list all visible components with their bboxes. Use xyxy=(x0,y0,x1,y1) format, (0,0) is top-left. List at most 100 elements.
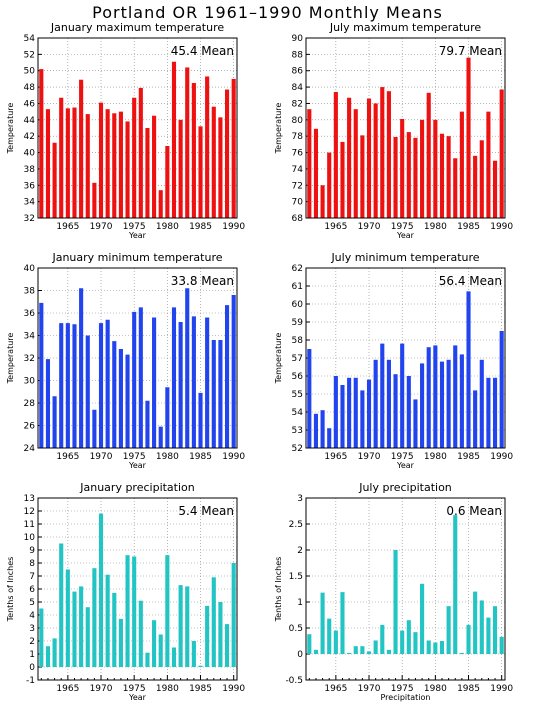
chart-title: July precipitation xyxy=(358,481,452,494)
bar-1979 xyxy=(158,634,163,667)
x-axis-label: Year xyxy=(396,461,415,470)
y-tick-label: 12 xyxy=(24,507,35,517)
chart-jan-min-temp: January minimum temperature 24 26 28 30 32 34 3… xyxy=(0,248,267,473)
bar-1981 xyxy=(171,647,177,667)
x-axis-label: Year xyxy=(396,231,415,240)
bar-1982 xyxy=(446,136,451,218)
bar-1978 xyxy=(152,317,157,448)
x-tick-label: 1990 xyxy=(222,684,245,694)
y-tick-label: 86 xyxy=(292,67,304,77)
bar-1990 xyxy=(231,563,236,667)
bar-1972 xyxy=(112,341,117,448)
bar-1964 xyxy=(59,323,64,448)
bar-1983 xyxy=(453,158,458,218)
y-tick-label: 88 xyxy=(292,50,304,60)
bar-1975 xyxy=(132,311,137,448)
x-tick-label: 1990 xyxy=(490,684,513,694)
bar-1961 xyxy=(307,109,312,218)
x-tick-label: 1970 xyxy=(90,452,113,462)
bar-1977 xyxy=(145,400,150,448)
bar-1962 xyxy=(45,646,51,667)
x-tick-label: 1970 xyxy=(90,684,113,694)
bar-1966 xyxy=(340,141,345,218)
x-tick-label: 1985 xyxy=(189,452,212,462)
bar-1972 xyxy=(380,343,385,448)
bar-1989 xyxy=(224,305,230,448)
bar-1982 xyxy=(446,606,451,654)
y-tick-label: 11 xyxy=(24,520,35,530)
x-tick-label: 1970 xyxy=(358,684,381,694)
y-tick-label: 34 xyxy=(24,198,36,208)
bar-1965 xyxy=(333,376,338,448)
y-tick-label: 55 xyxy=(292,390,303,400)
bar-1980 xyxy=(165,146,170,218)
bar-1978 xyxy=(152,620,157,667)
bar-1980 xyxy=(165,555,170,667)
bar-1979 xyxy=(158,426,163,448)
bar-1989 xyxy=(492,160,498,218)
bar-1965 xyxy=(333,92,338,218)
x-tick-label: 1990 xyxy=(490,222,513,232)
page-title: Portland OR 1961–1990 Monthly Means xyxy=(92,3,443,22)
y-tick-label: 34 xyxy=(24,332,36,342)
y-tick-label: 13 xyxy=(24,494,35,504)
y-tick-label: 3 xyxy=(29,624,35,634)
bar-1974 xyxy=(393,137,398,218)
bar-1962 xyxy=(313,128,319,218)
bar-1976 xyxy=(406,620,411,654)
bar-1967 xyxy=(79,586,84,667)
x-tick-label: 1985 xyxy=(457,684,480,694)
bar-1990 xyxy=(499,331,504,448)
bar-1983 xyxy=(185,288,190,448)
y-tick-label: 68 xyxy=(292,214,304,224)
y-tick-label: 58 xyxy=(292,336,304,346)
bar-1968 xyxy=(85,607,90,667)
bar-1969 xyxy=(360,135,365,218)
chart-title: July maximum temperature xyxy=(329,21,482,34)
y-tick-label: 90 xyxy=(292,34,304,44)
bar-1964 xyxy=(327,618,332,654)
x-tick-label: 1990 xyxy=(490,452,513,462)
bar-1964 xyxy=(327,428,332,448)
bar-1971 xyxy=(373,103,378,218)
y-tick-label: 44 xyxy=(24,116,36,126)
bar-1975 xyxy=(400,119,405,218)
y-tick-label: 5 xyxy=(29,598,35,608)
bar-1966 xyxy=(72,591,77,667)
bar-1985 xyxy=(198,126,203,218)
bar-1984 xyxy=(191,83,196,218)
bar-1988 xyxy=(486,111,491,218)
bar-1971 xyxy=(105,319,110,448)
bar-1962 xyxy=(313,649,319,654)
y-tick-label: 78 xyxy=(292,132,304,142)
bar-1971 xyxy=(373,640,378,654)
chart-svg: July precipitation -0.5 0 0.5 1 1.5 2 2.5 3 1965 1… xyxy=(274,481,513,702)
x-axis-label: Year xyxy=(128,461,147,470)
bar-1988 xyxy=(218,602,223,667)
bar-1979 xyxy=(426,92,431,218)
bar-1976 xyxy=(406,132,411,218)
bar-1982 xyxy=(178,585,183,667)
bar-1978 xyxy=(420,583,425,654)
bar-1970 xyxy=(98,323,104,448)
y-tick-label: 52 xyxy=(292,444,303,454)
y-tick-label: 28 xyxy=(24,399,36,409)
y-tick-label: 50 xyxy=(24,67,36,77)
chart-jul-precip: July precipitation -0.5 0 0.5 1 1.5 2 2.5 3 1965 1… xyxy=(268,478,535,708)
x-tick-label: 1965 xyxy=(56,452,79,462)
bar-1969 xyxy=(92,182,97,218)
bar-1981 xyxy=(439,133,445,218)
y-tick-label: 80 xyxy=(292,116,304,126)
bar-1978 xyxy=(420,363,425,448)
bar-1979 xyxy=(158,190,163,218)
y-tick-label: 1 xyxy=(297,598,303,608)
mean-label: 0.6 Mean xyxy=(446,504,502,518)
y-tick-label: 9 xyxy=(29,546,35,556)
bar-1973 xyxy=(386,649,391,654)
plot-frame xyxy=(37,37,238,219)
bar-1969 xyxy=(360,646,365,654)
bar-1962 xyxy=(45,359,51,448)
y-tick-label: 0 xyxy=(297,650,303,660)
bar-1987 xyxy=(479,140,484,218)
bar-1980 xyxy=(433,119,438,218)
